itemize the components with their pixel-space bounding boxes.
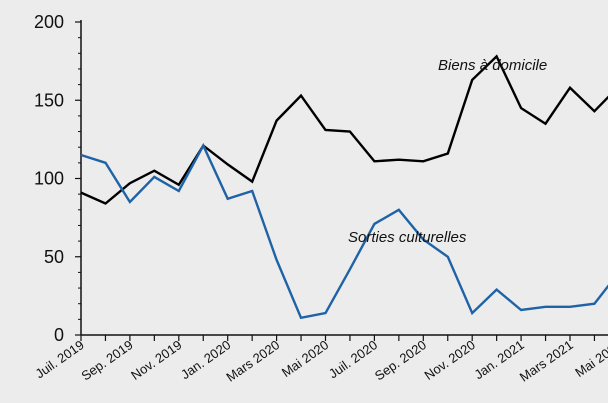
x-tick-label: Nov. 2020 (422, 337, 478, 383)
y-tick-label: 0 (54, 325, 64, 345)
y-tick-label: 50 (44, 247, 64, 267)
series-annotation-0: Biens à domicile (438, 57, 547, 74)
y-tick-label: 100 (34, 169, 64, 189)
axes (75, 20, 608, 341)
y-tick-label: 200 (34, 12, 64, 32)
series-annotation-1: Sorties culturelles (348, 229, 467, 246)
series-lines (80, 54, 608, 320)
x-tick-label: Mai 2020 (279, 337, 331, 380)
annotations: Biens à domicile Sorties culturelles (348, 57, 547, 246)
series-line-1 (80, 142, 608, 320)
x-tick-label: Sep. 2020 (372, 337, 429, 383)
x-tick-label: Nov. 2019 (128, 337, 184, 383)
x-tick-label: Mai 2021 (572, 337, 608, 380)
x-tick-label: Mars 2020 (223, 337, 282, 385)
x-tick-label: Sep. 2019 (78, 337, 135, 383)
y-tick-label: 150 (34, 90, 64, 110)
x-tick-label: Mars 2021 (517, 337, 576, 385)
x-tick-label: Juil. 2020 (326, 337, 380, 381)
